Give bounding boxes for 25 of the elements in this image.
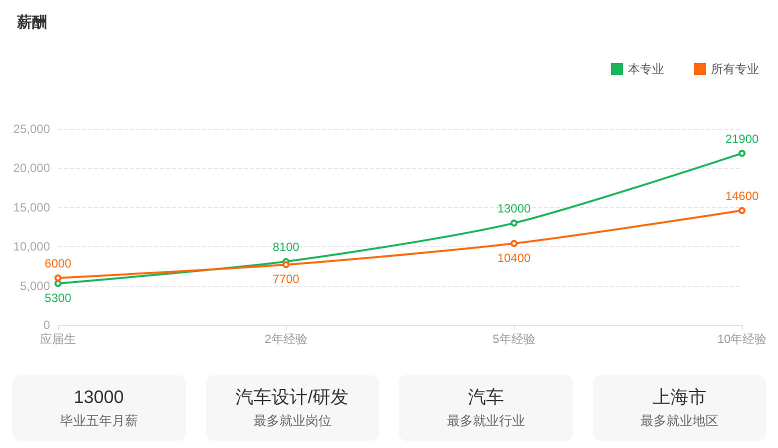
y-tick-label: 5,000 bbox=[20, 278, 50, 293]
x-tick-label: 应届生 bbox=[40, 332, 76, 346]
data-label: 8100 bbox=[272, 240, 300, 254]
data-label: 6000 bbox=[44, 256, 72, 270]
data-label: 21900 bbox=[725, 132, 760, 146]
data-label: 7700 bbox=[272, 272, 300, 286]
y-tick-label: 15,000 bbox=[13, 200, 50, 214]
y-tick-label: 0 bbox=[43, 318, 50, 332]
info-card: 汽车设计/研发 最多就业岗位 bbox=[206, 375, 379, 441]
x-tick-label: 5年经验 bbox=[492, 332, 536, 346]
info-card: 上海市 最多就业地区 bbox=[592, 375, 766, 441]
y-tick-label: 10,000 bbox=[13, 240, 50, 254]
legend-label: 所有专业 bbox=[711, 62, 759, 76]
y-tick-label: 20,000 bbox=[13, 161, 50, 176]
legend-label: 本专业 bbox=[628, 62, 664, 76]
chart-title: 薪酬 bbox=[16, 14, 47, 31]
data-label: 10400 bbox=[497, 250, 532, 265]
info-card: 13000 毕业五年月薪 bbox=[12, 375, 186, 441]
info-card: 汽车 最多就业行业 bbox=[399, 375, 572, 441]
data-label: 14600 bbox=[725, 189, 760, 204]
data-label: 13000 bbox=[497, 202, 532, 216]
y-tick-label: 25,000 bbox=[13, 122, 50, 136]
data-label: 5300 bbox=[44, 290, 72, 305]
x-tick-label: 10年经验 bbox=[717, 332, 767, 346]
x-tick-label: 2年经验 bbox=[264, 332, 308, 346]
